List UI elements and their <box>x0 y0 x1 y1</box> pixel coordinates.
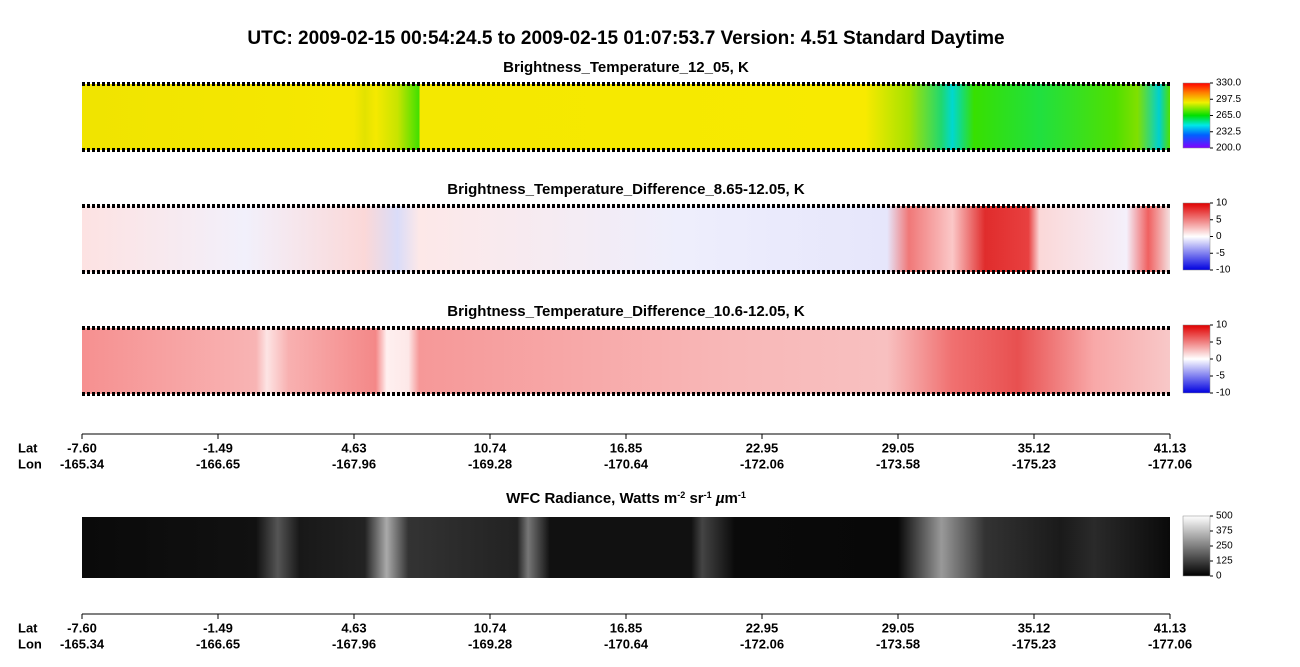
panel-title: Brightness_Temperature_12_05, K <box>503 59 749 76</box>
colorbar-label: 330.0 <box>1216 78 1241 89</box>
panel-title: WFC Radiance, Watts m-2 sr-1 µm-1 <box>506 490 746 507</box>
colorbar-label: 10 <box>1216 198 1228 209</box>
lon-tick: -166.65 <box>196 456 240 471</box>
colorbar <box>1182 515 1211 577</box>
lon-tick: -172.06 <box>740 456 784 471</box>
title-part: m <box>725 490 738 507</box>
lat-tick: 16.85 <box>610 620 643 635</box>
lon-tick: -173.58 <box>876 456 920 471</box>
lat-tick: 35.12 <box>1018 620 1051 635</box>
colorbar-label: 5 <box>1216 214 1222 225</box>
lon-tick: -170.64 <box>604 456 649 471</box>
lat-label: Lat <box>18 620 38 635</box>
lat-tick: 10.74 <box>474 440 507 455</box>
image-panel <box>82 206 1170 272</box>
colorbar <box>1182 324 1211 394</box>
lon-tick: -172.06 <box>740 636 784 651</box>
colorbar-label: 0 <box>1216 571 1222 582</box>
title-part: -2 <box>677 490 685 500</box>
colorbar-label: 125 <box>1216 556 1233 567</box>
lon-tick: -177.06 <box>1148 636 1192 651</box>
colorbar-label: 200.0 <box>1216 143 1241 154</box>
colorbar-label: 0 <box>1216 354 1222 365</box>
colorbar-label: 250 <box>1216 541 1233 552</box>
title-part: -1 <box>738 490 746 500</box>
colorbar-label: 265.0 <box>1216 110 1241 121</box>
colorbar-label: 0 <box>1216 231 1222 242</box>
lat-label: Lat <box>18 440 38 455</box>
lat-tick: 29.05 <box>882 620 915 635</box>
lat-tick: -7.60 <box>67 620 97 635</box>
lat-tick: 10.74 <box>474 620 507 635</box>
colorbar <box>1182 82 1211 149</box>
colorbar-label: 297.5 <box>1216 94 1241 105</box>
colorbar-label: 500 <box>1216 511 1233 522</box>
lat-tick: -1.49 <box>203 620 233 635</box>
panel-title: Brightness_Temperature_Difference_8.65-1… <box>447 181 805 198</box>
lat-tick: 4.63 <box>341 440 366 455</box>
colorbar-label: -5 <box>1216 248 1225 259</box>
title-part: -1 <box>704 490 712 500</box>
colorbar-label: -10 <box>1216 265 1231 276</box>
colorbar-label: 375 <box>1216 526 1233 537</box>
lat-tick: -7.60 <box>67 440 97 455</box>
colorbar-label: -5 <box>1216 371 1225 382</box>
lon-tick: -169.28 <box>468 636 512 651</box>
lon-tick: -167.96 <box>332 636 376 651</box>
lat-tick: 35.12 <box>1018 440 1051 455</box>
colorbar-label: 10 <box>1216 320 1228 331</box>
lat-tick: 22.95 <box>746 620 779 635</box>
colorbar-label: 5 <box>1216 337 1222 348</box>
lat-tick: 16.85 <box>610 440 643 455</box>
lon-tick: -166.65 <box>196 636 240 651</box>
title-part: WFC Radiance, Watts m <box>506 490 677 507</box>
lon-tick: -173.58 <box>876 636 920 651</box>
lon-tick: -170.64 <box>604 636 649 651</box>
lat-tick: 41.13 <box>1154 440 1187 455</box>
lon-tick: -175.23 <box>1012 636 1056 651</box>
panel-title: Brightness_Temperature_Difference_10.6-1… <box>447 303 805 320</box>
image-panel <box>82 517 1170 578</box>
lon-tick: -177.06 <box>1148 456 1192 471</box>
lat-tick: 29.05 <box>882 440 915 455</box>
image-panel <box>82 328 1170 394</box>
lat-tick: -1.49 <box>203 440 233 455</box>
lon-tick: -165.34 <box>60 636 105 651</box>
colorbar <box>1182 202 1211 271</box>
page-title: UTC: 2009-02-15 00:54:24.5 to 2009-02-15… <box>247 28 1004 49</box>
lat-tick: 22.95 <box>746 440 779 455</box>
lon-label: Lon <box>18 456 42 471</box>
colorbar-label: -10 <box>1216 388 1231 399</box>
lat-tick: 4.63 <box>341 620 366 635</box>
colorbar-label: 232.5 <box>1216 126 1241 137</box>
lat-tick: 41.13 <box>1154 620 1187 635</box>
title-part: sr <box>685 490 704 507</box>
lon-tick: -169.28 <box>468 456 512 471</box>
lon-label: Lon <box>18 636 42 651</box>
lon-tick: -175.23 <box>1012 456 1056 471</box>
image-panel <box>82 84 1170 150</box>
lon-tick: -165.34 <box>60 456 105 471</box>
lon-tick: -167.96 <box>332 456 376 471</box>
title-part: µ <box>715 490 725 507</box>
